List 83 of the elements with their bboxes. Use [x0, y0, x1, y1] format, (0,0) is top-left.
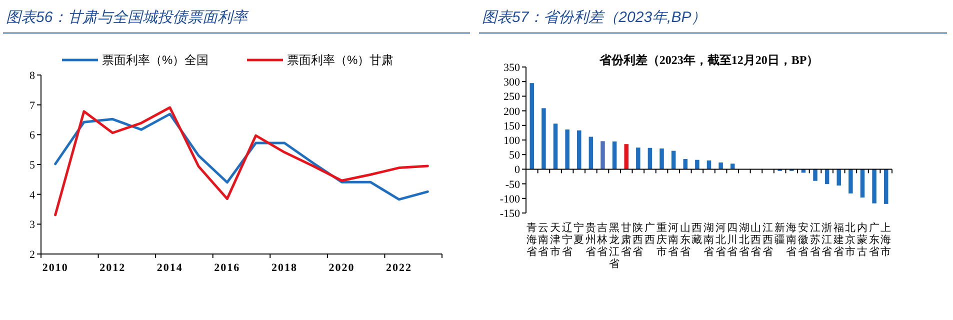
bar — [836, 169, 841, 186]
bar — [600, 141, 605, 170]
bar — [624, 144, 628, 170]
x-tick-label: 西藏 — [692, 222, 703, 246]
x-tick-label: 内蒙古 — [856, 221, 868, 258]
bar — [588, 136, 594, 170]
bar — [860, 169, 865, 198]
y-tick-label: -100 — [500, 193, 520, 206]
x-tick-label: 江西省 — [762, 222, 774, 258]
x-tick-label: 宁夏 — [574, 221, 585, 246]
x-tick-label: 2012 — [100, 262, 126, 274]
x-tick-label: 广西 — [644, 221, 656, 246]
y-tick-label: 350 — [504, 62, 520, 74]
bar — [636, 148, 640, 170]
y-tick-label: 3 — [30, 219, 36, 232]
bar — [577, 130, 582, 170]
y-tick-label: 4 — [30, 189, 36, 202]
x-tick-label: 天津市 — [550, 222, 562, 258]
bar — [848, 169, 853, 194]
bar — [648, 148, 652, 170]
legend-label: 票面利率（%）全国 — [102, 53, 209, 67]
bar — [565, 129, 570, 170]
chart-subtitle: 省份利差（2023年，截至12月20日，BP） — [598, 53, 819, 67]
bar — [872, 169, 876, 204]
y-tick-label: 0 — [514, 164, 520, 176]
x-tick-label: 黑龙江省 — [609, 222, 620, 270]
x-tick-label: 上海市 — [880, 221, 892, 258]
bar — [553, 124, 558, 170]
y-tick-label: -50 — [505, 178, 520, 191]
x-tick-label: 河北省 — [715, 222, 726, 258]
x-tick-label: 青海省 — [526, 221, 538, 258]
y-tick-label: 8 — [30, 70, 36, 82]
x-tick-label: 湖南省 — [704, 222, 714, 258]
line-series — [54, 106, 429, 216]
x-tick-label: 2014 — [156, 262, 183, 274]
x-tick-label: 陕西省 — [632, 222, 644, 258]
x-tick-label: 河南省 — [668, 222, 680, 258]
x-tick-label: 安徽省 — [798, 221, 809, 258]
x-tick-label: 江苏省 — [810, 222, 821, 258]
y-tick-label: 2 — [30, 249, 35, 261]
y-tick-label: 300 — [504, 76, 520, 89]
y-tick-label: 200 — [504, 106, 520, 118]
y-tick-label: 6 — [30, 130, 36, 142]
y-tick-label: 150 — [504, 120, 520, 132]
x-tick-label: 辽宁省 — [562, 222, 573, 258]
x-tick-label: 重庆市 — [656, 221, 668, 258]
x-tick-label: 吉林省 — [596, 221, 608, 258]
x-tick-label: 2016 — [214, 262, 240, 274]
bar — [660, 148, 664, 170]
y-tick-label: -150 — [500, 208, 520, 220]
x-tick-label: 浙江省 — [822, 221, 833, 258]
x-tick-label: 海南省 — [786, 222, 798, 258]
bar — [824, 169, 830, 184]
x-tick-label: 2010 — [42, 262, 68, 274]
x-tick-label: 云南省 — [538, 222, 550, 258]
bar — [542, 108, 546, 170]
bar — [530, 83, 534, 170]
x-tick-label: 山东省 — [680, 221, 691, 258]
x-tick-label: 北京市 — [845, 221, 856, 258]
x-tick-label: 四川省 — [727, 222, 738, 258]
x-tick-label: 2018 — [271, 262, 298, 274]
x-tick-label: 广东省 — [868, 221, 880, 258]
x-tick-label: 福建省 — [832, 221, 844, 258]
x-tick-label: 2022 — [386, 262, 412, 274]
x-tick-label: 2020 — [328, 262, 355, 274]
chart-title: 图表56：甘肃与全国城投债票面利率 — [6, 9, 250, 26]
x-tick-label: 山西省 — [750, 221, 762, 258]
y-tick-label: 100 — [504, 135, 520, 147]
x-tick-label: 贵州省 — [585, 221, 596, 258]
x-tick-label: 湖北省 — [738, 222, 750, 258]
x-tick-label: 甘肃省 — [620, 221, 632, 258]
chart-title: 图表57：省份利差（2023年,BP） — [482, 9, 706, 26]
y-tick-label: 50 — [509, 150, 520, 162]
x-tick-label: 新疆 — [774, 221, 786, 246]
bar — [813, 169, 818, 181]
legend-label: 票面利率（%）甘肃 — [287, 53, 394, 67]
y-tick-label: 250 — [504, 91, 520, 104]
bar — [612, 141, 617, 170]
bar — [718, 162, 723, 170]
bar — [884, 169, 888, 204]
y-tick-label: 5 — [30, 160, 36, 172]
bar — [695, 160, 700, 170]
y-tick-label: 7 — [30, 100, 36, 112]
